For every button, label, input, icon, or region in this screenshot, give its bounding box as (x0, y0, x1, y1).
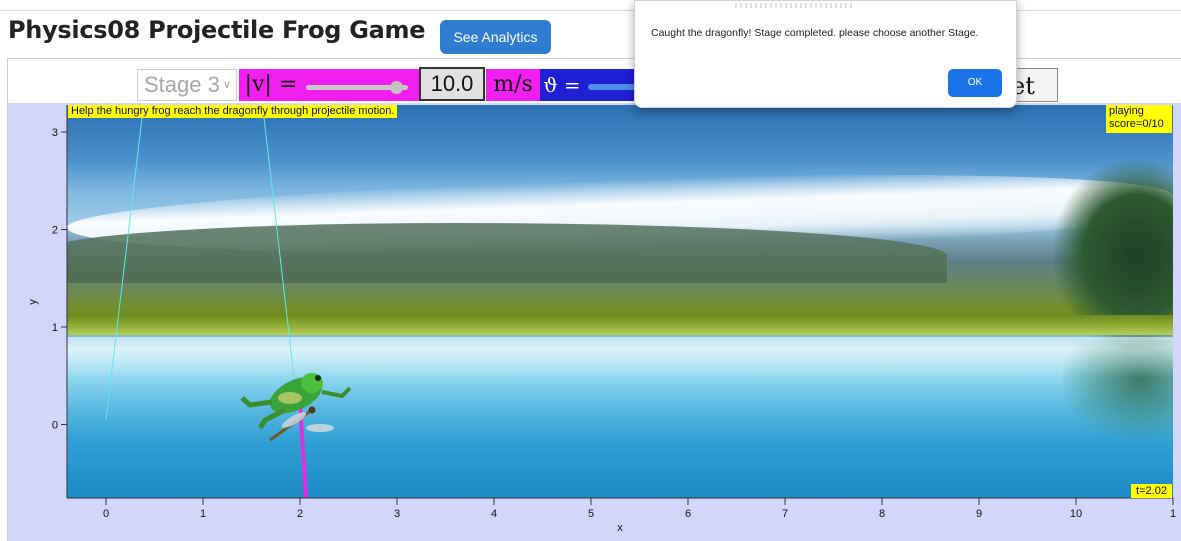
x-tick-label: 1 (1170, 508, 1176, 520)
time-readout: t=2.02 (1131, 484, 1172, 498)
status-text: playing (1109, 105, 1144, 117)
hint-banner: Help the hungry frog reach the dragonfly… (68, 105, 398, 118)
y-tick-label: 0 (52, 420, 58, 432)
see-analytics-button[interactable]: See Analytics (440, 20, 551, 54)
dialog-message: Caught the dragonfly! Stage completed. p… (651, 27, 979, 39)
score-text: score=0/10 (1109, 118, 1164, 130)
velocity-value-input[interactable]: 10.0 (419, 67, 485, 101)
page-title: Physics08 Projectile Frog Game (8, 16, 426, 44)
x-tick-label: 4 (491, 508, 497, 520)
y-ticks: 3 2 1 0 (52, 127, 67, 432)
angle-slider[interactable] (584, 69, 648, 101)
stage-select-value: Stage 3 (144, 72, 220, 97)
trajectory-line-left (105, 117, 143, 421)
stage-select[interactable]: Stage 3 ∨ (137, 69, 237, 101)
x-tick-label: 5 (588, 508, 594, 520)
dragonfly-icon (269, 406, 334, 442)
water-reflection (67, 337, 1173, 377)
y-tick-label: 2 (52, 225, 58, 237)
distant-hills (67, 223, 947, 283)
velocity-slider-thumb[interactable] (390, 81, 403, 94)
x-ticks: 0 1 2 3 4 5 6 7 8 9 10 1 (103, 498, 1176, 520)
status-box: playing score=0/10 (1106, 105, 1172, 133)
x-tick-label: 10 (1070, 508, 1082, 520)
game-scene[interactable] (67, 105, 1173, 498)
trajectory-line-right (263, 117, 300, 421)
shoreline-grass (67, 315, 1173, 335)
y-tick-label: 1 (52, 322, 58, 334)
x-axis-label: x (617, 522, 623, 534)
y-tick-label: 3 (52, 127, 58, 139)
dialog-ok-button[interactable]: OK (948, 69, 1002, 97)
frame-left-border (7, 58, 8, 541)
x-tick-label: 2 (297, 508, 303, 520)
top-divider (0, 10, 1181, 11)
velocity-slider-track (306, 85, 408, 90)
x-tick-label: 8 (879, 508, 885, 520)
x-tick-label: 0 (103, 508, 109, 520)
x-tick-label: 3 (394, 508, 400, 520)
dialog-origin-text (735, 3, 855, 8)
frame-top-border (7, 58, 1181, 59)
x-tick-label: 6 (685, 508, 691, 520)
angle-label: ϑ = (540, 69, 584, 101)
velocity-unit-label: m/s (486, 69, 540, 101)
y-axis-label: y (27, 299, 39, 305)
velocity-slider[interactable] (302, 69, 420, 101)
x-tick-label: 1 (200, 508, 206, 520)
frog-icon (240, 373, 352, 430)
chevron-down-icon: ∨ (222, 79, 231, 91)
velocity-label: |v| = (239, 69, 303, 101)
alert-dialog: Caught the dragonfly! Stage completed. p… (634, 0, 1017, 108)
velocity-vector (298, 404, 308, 499)
x-tick-label: 7 (782, 508, 788, 520)
x-tick-label: 9 (976, 508, 982, 520)
angle-slider-track (588, 84, 648, 90)
